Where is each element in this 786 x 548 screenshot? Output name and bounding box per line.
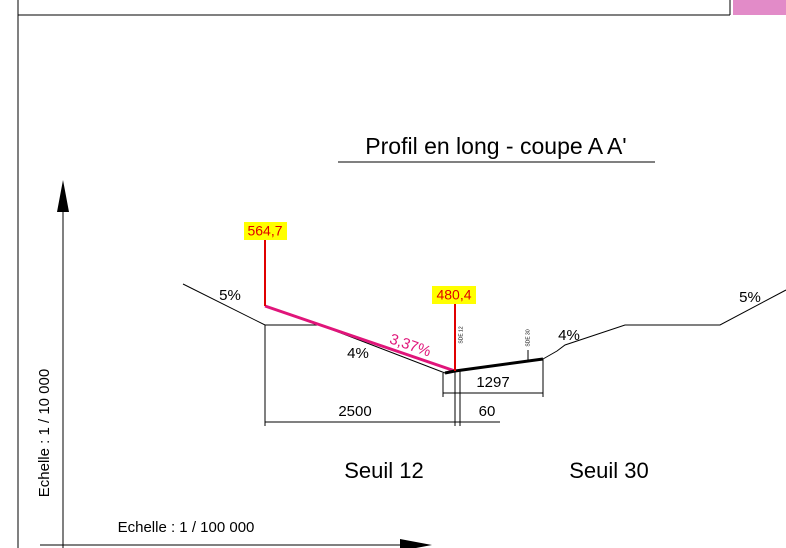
level-label: 480,4 (436, 287, 471, 303)
scale-label: Echelle : 1 / 10 000 (36, 369, 53, 497)
slope-label: 4% (347, 345, 369, 362)
dimension-label: 60 (479, 403, 496, 420)
drawing: Profil en long - coupe A A' 564,7 480,4 … (0, 0, 786, 548)
title: Profil en long - coupe A A' (365, 133, 626, 159)
sill-label: Seuil 12 (344, 458, 424, 483)
sill-label: Seuil 30 (569, 458, 649, 483)
marker-label: SDE 30 (525, 329, 531, 346)
slope-label: 4% (558, 327, 580, 344)
thumbnail (733, 0, 786, 15)
dimension-label: 2500 (338, 403, 371, 420)
slope-label: 5% (739, 289, 761, 306)
scale-label: Echelle : 1 / 100 000 (118, 519, 255, 536)
slope-label: 5% (219, 287, 241, 304)
level-label: 564,7 (247, 223, 282, 239)
dimension-label: 1297 (476, 374, 509, 391)
marker-label: SDE 12 (458, 326, 464, 343)
